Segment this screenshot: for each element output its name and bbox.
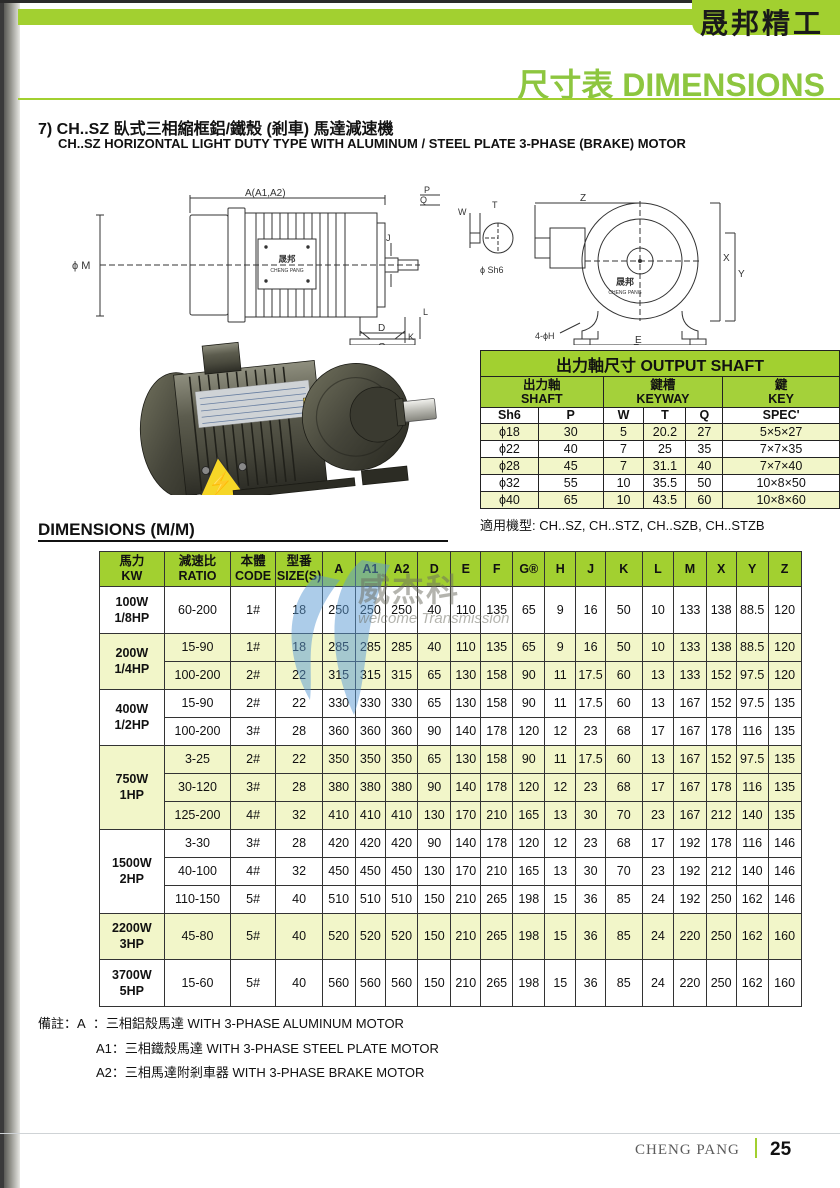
svg-text:晟邦: 晟邦 xyxy=(616,276,634,287)
svg-text:CHENG PANG: CHENG PANG xyxy=(608,290,641,296)
svg-text:4-ϕH: 4-ϕH xyxy=(535,331,555,341)
svg-text:W: W xyxy=(458,207,467,217)
svg-text:Y: Y xyxy=(738,269,745,280)
svg-text:CHENG PANG: CHENG PANG xyxy=(270,268,303,274)
svg-text:Z: Z xyxy=(580,193,586,204)
svg-text:Q: Q xyxy=(420,195,427,205)
svg-text:ϕ M: ϕ M xyxy=(72,260,90,272)
svg-text:L: L xyxy=(423,307,428,317)
svg-text:P: P xyxy=(424,185,430,195)
svg-text:⚡: ⚡ xyxy=(207,470,235,495)
svg-text:J: J xyxy=(386,233,391,243)
svg-text:ϕ Sh6: ϕ Sh6 xyxy=(480,265,504,275)
svg-text:T: T xyxy=(492,200,498,210)
svg-text:X: X xyxy=(723,253,730,264)
svg-text:F: F xyxy=(633,343,639,345)
svg-text:A(A1,A2): A(A1,A2) xyxy=(245,188,286,199)
svg-text:晟邦: 晟邦 xyxy=(278,254,296,264)
